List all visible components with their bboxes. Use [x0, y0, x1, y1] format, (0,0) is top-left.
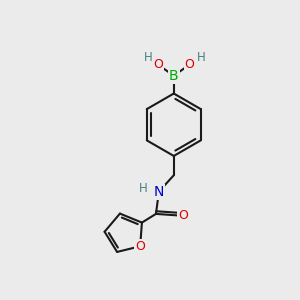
Text: B: B: [169, 69, 178, 83]
Text: O: O: [185, 58, 194, 71]
Text: N: N: [154, 184, 164, 199]
Text: O: O: [135, 240, 145, 253]
Text: H: H: [196, 51, 205, 64]
Text: O: O: [178, 209, 188, 222]
Text: O: O: [153, 58, 163, 71]
Text: H: H: [139, 182, 148, 194]
Text: H: H: [144, 51, 152, 64]
